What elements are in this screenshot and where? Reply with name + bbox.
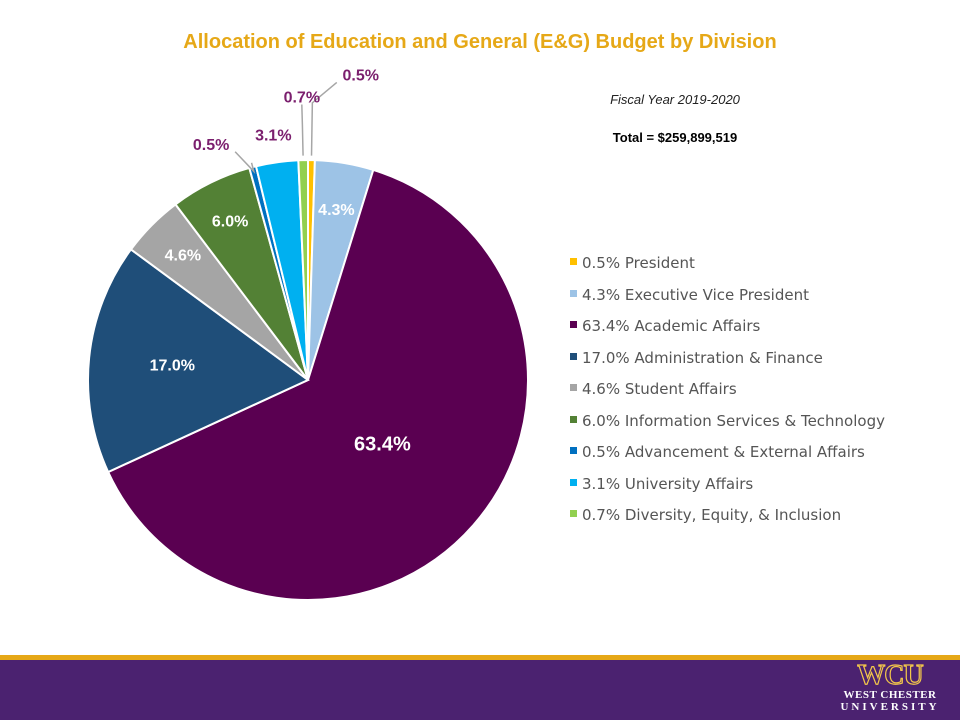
legend-label: 6.0% Information Services & Technology xyxy=(582,411,885,430)
legend-swatch xyxy=(570,510,577,517)
leader-line-9 xyxy=(301,104,304,156)
data-label-6: 6.0% xyxy=(212,213,248,230)
footer-accent-line xyxy=(0,655,960,660)
legend-label: 63.4% Academic Affairs xyxy=(582,317,761,335)
chart-title: Allocation of Education and General (E&G… xyxy=(183,31,777,53)
legend-swatch xyxy=(570,352,577,360)
footer-bar xyxy=(0,660,960,720)
logo-text-line2: UNIVERSITY xyxy=(840,701,940,713)
data-label-3: 63.4% xyxy=(354,434,411,456)
data-label-2: 4.3% xyxy=(318,202,354,219)
pie-slice-4 xyxy=(87,248,310,474)
leader-line-7 xyxy=(234,151,256,174)
logo-mark: WCU xyxy=(857,660,925,691)
legend-label: 0.5% President xyxy=(582,254,695,272)
legend-item-1: 0.5% President xyxy=(570,252,885,284)
budget-total: Total = $259,899,519 xyxy=(612,130,738,145)
legend-label: 4.3% Executive Vice President xyxy=(582,285,809,304)
pie-chart: 0.5% 4.3% 63.4% 17.0% 4.6% 6.0% 0.5% 3.1% 0.7% xyxy=(87,68,529,601)
legend-item-4: 17.0% Administration & Finance xyxy=(570,347,885,379)
legend-label: 3.1% University Affairs xyxy=(582,474,754,493)
legend-swatch xyxy=(570,478,577,486)
leader-line-1 xyxy=(310,81,338,156)
data-label-8: 3.1% xyxy=(255,127,291,144)
data-label-7: 0.5% xyxy=(193,137,229,154)
data-label-9: 0.7% xyxy=(284,90,320,107)
legend-swatch xyxy=(570,258,577,265)
legend-item-9: 0.7% Diversity, Equity, & Inclusion xyxy=(570,504,885,536)
data-label-4: 17.0% xyxy=(150,357,195,374)
legend-swatch xyxy=(570,384,577,391)
legend-item-6: 6.0% Information Services & Technology xyxy=(570,410,885,442)
pie-slice-9 xyxy=(297,158,309,381)
pie-slice-3 xyxy=(106,168,529,601)
legend-item-5: 4.6% Student Affairs xyxy=(570,378,885,410)
chart-legend: 0.5% President 4.3% Executive Vice Presid… xyxy=(570,252,885,536)
legend-label: 0.7% Diversity, Equity, & Inclusion xyxy=(582,506,842,524)
legend-swatch xyxy=(570,321,577,328)
legend-item-7: 0.5% Advancement & External Affairs xyxy=(570,441,885,473)
legend-item-8: 3.1% University Affairs xyxy=(570,473,885,505)
legend-label: 0.5% Advancement & External Affairs xyxy=(582,443,865,461)
legend-swatch xyxy=(570,289,577,297)
data-label-1: 0.5% xyxy=(343,68,379,85)
fiscal-year-subtitle: Fiscal Year 2019-2020 xyxy=(610,92,740,107)
legend-item-2: 4.3% Executive Vice President xyxy=(570,284,885,316)
data-label-5: 4.6% xyxy=(165,247,201,264)
wcu-logo: WCU WEST CHESTER UNIVERSITY xyxy=(840,660,940,713)
legend-swatch xyxy=(570,447,577,454)
legend-swatch xyxy=(570,415,577,423)
legend-item-3: 63.4% Academic Affairs xyxy=(570,315,885,347)
legend-label: 17.0% Administration & Finance xyxy=(582,348,823,367)
legend-label: 4.6% Student Affairs xyxy=(582,380,737,398)
logo-text-line1: WEST CHESTER xyxy=(843,689,937,701)
